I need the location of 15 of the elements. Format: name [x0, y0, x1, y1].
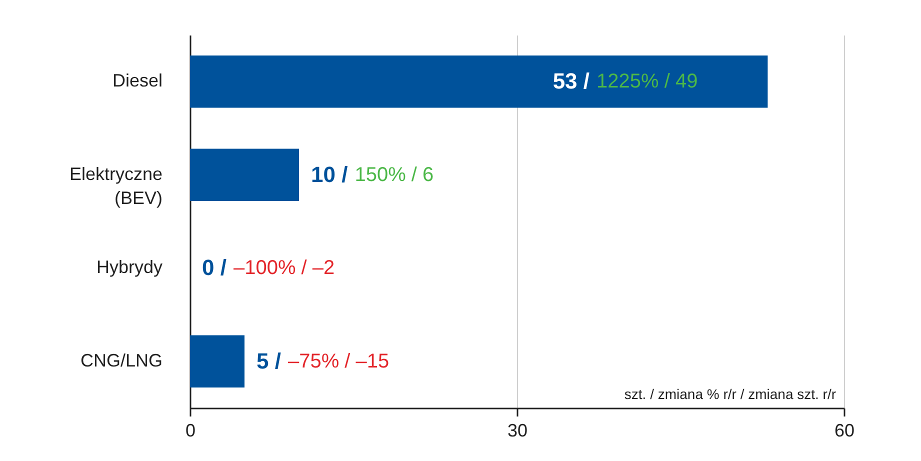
- bar: [190, 56, 768, 108]
- y-tick-label: Elektryczne (BEV): [69, 164, 162, 208]
- x-tick-label: 30: [507, 420, 528, 440]
- y-tick-label: Hybrydy: [96, 257, 162, 278]
- data-label: 0 / –100% / –2: [202, 255, 335, 280]
- annotation: szt. / zmiana % r/r / zmiana szt. r/r: [624, 386, 836, 402]
- data-label: 53 / 1225% / 49: [552, 68, 698, 94]
- y-tick-label: CNG/LNG: [80, 350, 162, 370]
- bar: [190, 148, 299, 201]
- y-tick-label: Diesel: [112, 70, 162, 91]
- data-label: 10 / 150% / 6: [311, 162, 434, 187]
- x-tick-label: 60: [834, 420, 855, 440]
- x-tick-label: 0: [185, 420, 196, 440]
- bar: [190, 335, 244, 388]
- data-label: 5 / –75% / –15: [256, 348, 390, 374]
